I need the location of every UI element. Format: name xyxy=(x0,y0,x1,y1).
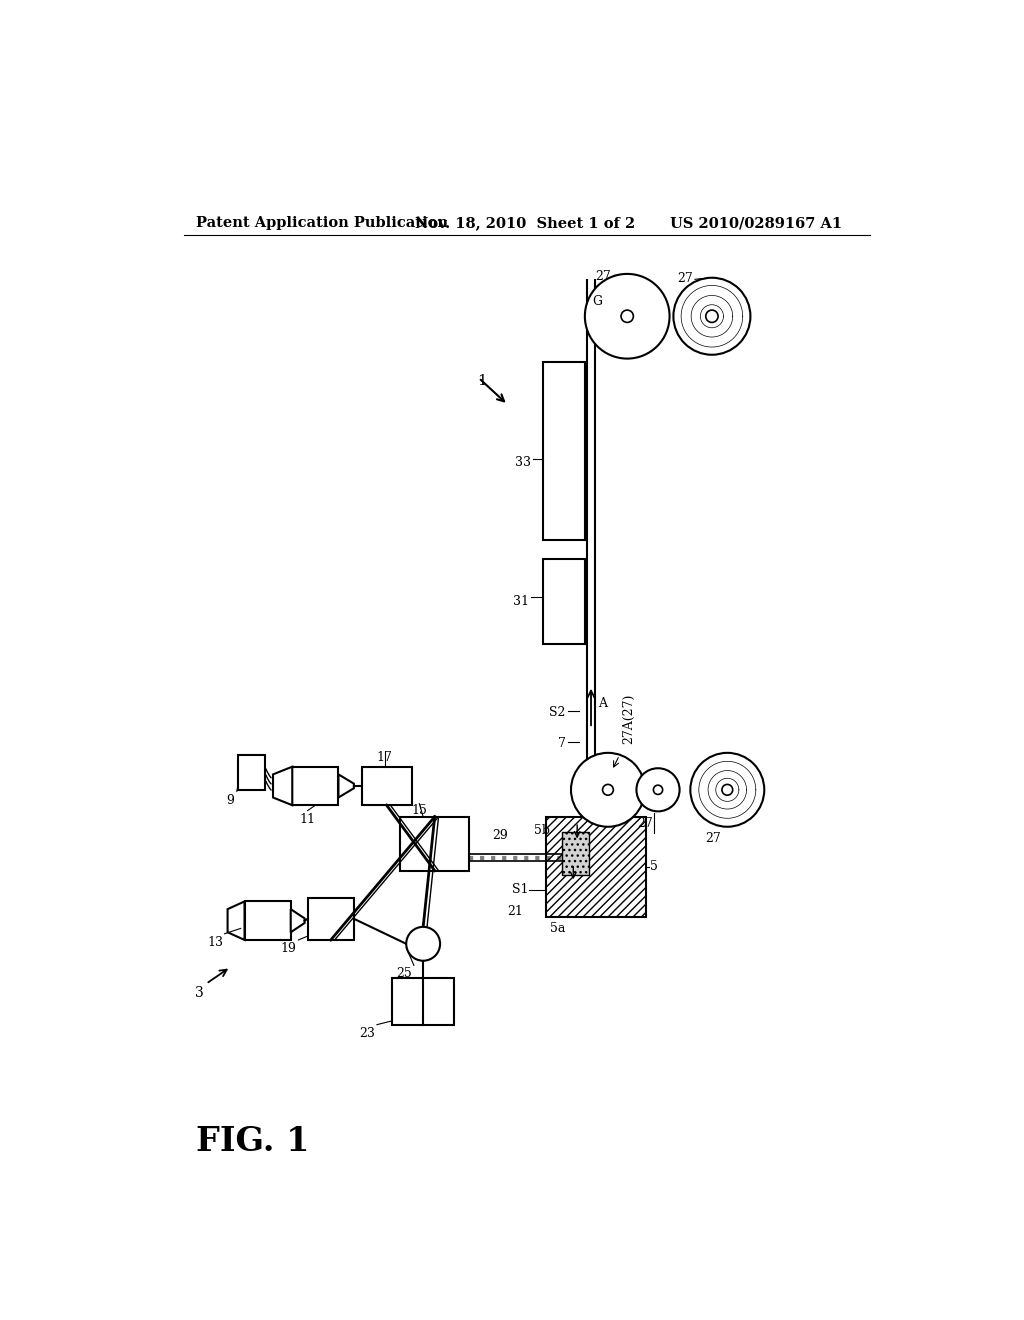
Polygon shape xyxy=(291,909,304,932)
Bar xyxy=(307,898,354,940)
Circle shape xyxy=(602,784,613,795)
Text: 25: 25 xyxy=(396,966,412,979)
Text: A: A xyxy=(598,697,607,710)
Bar xyxy=(245,902,291,940)
Text: FIG. 1: FIG. 1 xyxy=(196,1125,309,1158)
Circle shape xyxy=(674,277,751,355)
Text: 27: 27 xyxy=(596,271,611,282)
Bar xyxy=(543,558,585,644)
Bar xyxy=(562,832,589,875)
Circle shape xyxy=(653,785,663,795)
Polygon shape xyxy=(339,775,354,797)
Text: 33: 33 xyxy=(515,455,531,469)
Text: 19: 19 xyxy=(281,942,296,956)
Text: 29: 29 xyxy=(493,829,508,842)
Text: 13: 13 xyxy=(207,936,223,949)
Text: 3: 3 xyxy=(195,986,204,1001)
Polygon shape xyxy=(273,767,292,805)
Text: 11: 11 xyxy=(300,813,315,826)
Bar xyxy=(292,767,339,805)
Circle shape xyxy=(690,752,764,826)
Text: 5b: 5b xyxy=(535,825,550,837)
Text: 31: 31 xyxy=(513,594,529,607)
Text: 27A(27): 27A(27) xyxy=(622,693,635,743)
Text: 27: 27 xyxy=(705,832,721,845)
Text: 15: 15 xyxy=(412,804,427,817)
Bar xyxy=(400,817,469,871)
Text: 9: 9 xyxy=(226,793,234,807)
Text: US 2010/0289167 A1: US 2010/0289167 A1 xyxy=(670,216,842,230)
Circle shape xyxy=(621,310,634,322)
Bar xyxy=(361,767,412,805)
Bar xyxy=(392,978,454,1024)
Text: 1: 1 xyxy=(477,374,486,388)
Text: S2: S2 xyxy=(549,706,565,719)
Text: Nov. 18, 2010  Sheet 1 of 2: Nov. 18, 2010 Sheet 1 of 2 xyxy=(416,216,636,230)
Text: S1: S1 xyxy=(512,883,528,896)
Text: Patent Application Publication: Patent Application Publication xyxy=(196,216,449,230)
Circle shape xyxy=(637,768,680,812)
Circle shape xyxy=(407,927,440,961)
Bar xyxy=(547,817,646,917)
Text: 7: 7 xyxy=(558,737,565,750)
Bar xyxy=(543,363,585,540)
Text: 21: 21 xyxy=(507,906,523,919)
Text: 27: 27 xyxy=(637,817,652,830)
Text: 27: 27 xyxy=(677,272,693,285)
Circle shape xyxy=(706,310,718,322)
Text: 5a: 5a xyxy=(550,923,565,936)
Text: 17: 17 xyxy=(377,751,392,764)
Polygon shape xyxy=(227,902,245,940)
Circle shape xyxy=(722,784,733,795)
Text: G: G xyxy=(593,296,602,309)
Text: 23: 23 xyxy=(359,1027,376,1040)
Circle shape xyxy=(571,752,645,826)
Text: 5: 5 xyxy=(650,861,658,874)
Bar xyxy=(239,755,265,789)
Circle shape xyxy=(585,275,670,359)
